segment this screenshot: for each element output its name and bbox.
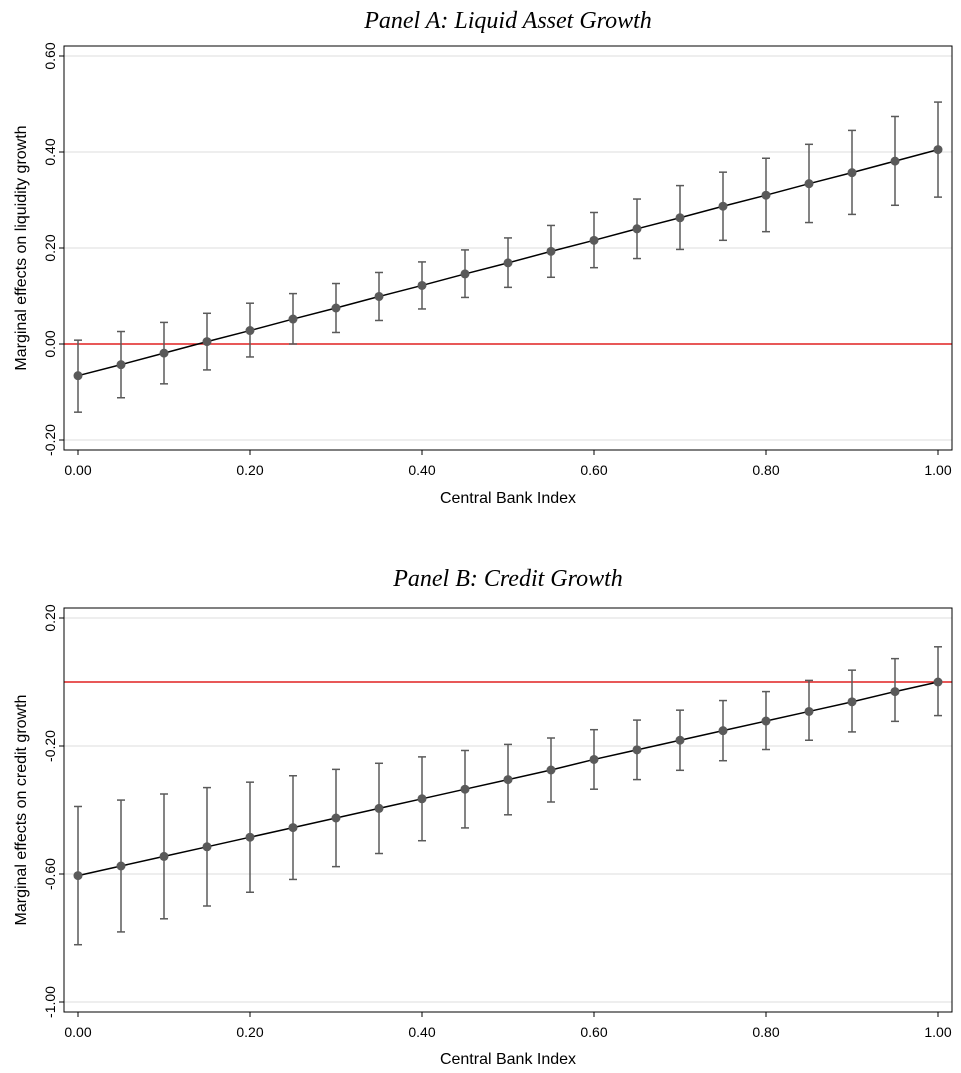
y-tick-label: 0.60 bbox=[42, 42, 58, 69]
x-axis-label: Central Bank Index bbox=[440, 1051, 576, 1068]
x-tick-label: 1.00 bbox=[924, 1024, 951, 1040]
data-point bbox=[589, 754, 599, 764]
data-point bbox=[331, 813, 341, 823]
plot-frame bbox=[63, 607, 953, 1013]
chart-panel-a: Panel A: Liquid Asset Growth -0.20 0.00 0.2… bbox=[13, 8, 953, 507]
data-point bbox=[116, 360, 126, 370]
data-point bbox=[804, 179, 814, 189]
data-point bbox=[331, 303, 341, 313]
data-point bbox=[761, 716, 771, 726]
data-point bbox=[761, 190, 771, 200]
x-tick-label: 0.80 bbox=[752, 462, 779, 478]
data-point bbox=[847, 697, 857, 707]
data-point bbox=[417, 280, 427, 290]
x-tick-label: 0.80 bbox=[752, 1024, 779, 1040]
data-point bbox=[159, 348, 169, 358]
data-point bbox=[675, 213, 685, 223]
data-point bbox=[890, 687, 900, 697]
data-point bbox=[288, 314, 298, 324]
data-point bbox=[159, 851, 169, 861]
y-tick-label: 0.20 bbox=[42, 234, 58, 261]
panel-title: Panel A: Liquid Asset Growth bbox=[363, 8, 652, 34]
data-point bbox=[933, 677, 943, 687]
data-point bbox=[718, 201, 728, 211]
data-point bbox=[374, 291, 384, 301]
data-point bbox=[632, 745, 642, 755]
y-tick-label: 0.20 bbox=[42, 604, 58, 631]
data-point bbox=[288, 823, 298, 833]
data-point bbox=[73, 871, 83, 881]
y-tick-label: -1.00 bbox=[42, 986, 58, 1018]
y-tick-label: -0.20 bbox=[42, 424, 58, 456]
y-axis-label: Marginal effects on credit growth bbox=[13, 695, 30, 926]
x-tick-label: 0.60 bbox=[580, 1024, 607, 1040]
data-point bbox=[417, 794, 427, 804]
data-point bbox=[675, 735, 685, 745]
data-point bbox=[245, 832, 255, 842]
data-point bbox=[73, 371, 83, 381]
data-point bbox=[460, 784, 470, 794]
data-point bbox=[546, 765, 556, 775]
chart-panel-b: Panel B: Credit Growth -1.00 -0.60 -0.20 0.2… bbox=[13, 566, 953, 1068]
data-point bbox=[546, 246, 556, 256]
data-point bbox=[503, 258, 513, 268]
data-point bbox=[718, 726, 728, 736]
y-tick-label: -0.20 bbox=[42, 730, 58, 762]
data-point bbox=[503, 775, 513, 785]
data-point bbox=[847, 168, 857, 178]
y-tick-label: -0.60 bbox=[42, 858, 58, 890]
x-tick-label: 0.00 bbox=[64, 1024, 91, 1040]
data-point bbox=[890, 156, 900, 166]
x-tick-label: 0.40 bbox=[408, 462, 435, 478]
x-tick-label: 0.00 bbox=[64, 462, 91, 478]
panel-title: Panel B: Credit Growth bbox=[392, 566, 623, 592]
x-tick-label: 1.00 bbox=[924, 462, 951, 478]
data-point bbox=[804, 706, 814, 716]
data-point bbox=[933, 145, 943, 155]
data-point bbox=[116, 861, 126, 871]
x-axis-label: Central Bank Index bbox=[440, 490, 576, 507]
x-tick-label: 0.20 bbox=[236, 462, 263, 478]
x-tick-label: 0.60 bbox=[580, 462, 607, 478]
data-point bbox=[374, 803, 384, 813]
data-point bbox=[245, 326, 255, 336]
x-tick-label: 0.20 bbox=[236, 1024, 263, 1040]
data-point bbox=[202, 337, 212, 347]
x-tick-label: 0.40 bbox=[408, 1024, 435, 1040]
data-point bbox=[202, 842, 212, 852]
y-tick-label: 0.40 bbox=[42, 138, 58, 165]
y-tick-label: 0.00 bbox=[42, 330, 58, 357]
data-point bbox=[632, 224, 642, 234]
data-point bbox=[460, 269, 470, 279]
data-point bbox=[589, 235, 599, 245]
y-axis-label: Marginal effects on liquidity growth bbox=[13, 125, 30, 370]
